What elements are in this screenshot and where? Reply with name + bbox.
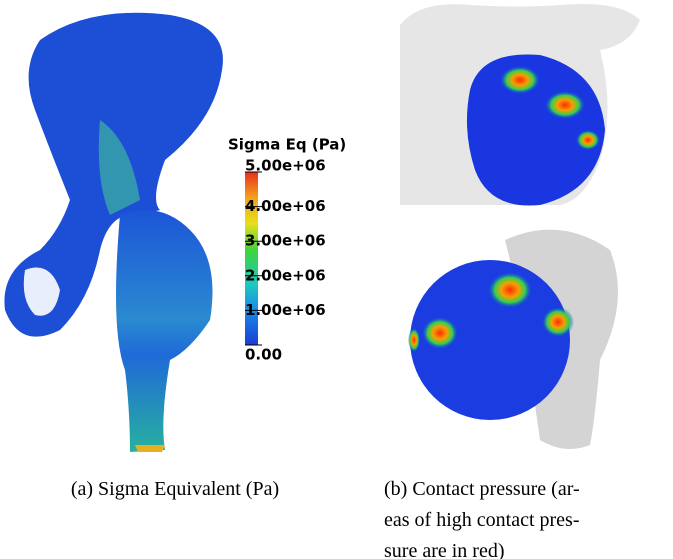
caption-a: (a) Sigma Equivalent (Pa) — [71, 478, 279, 500]
colorbar-title: Sigma Eq (Pa) — [228, 136, 346, 154]
caption-line: eas of high contact pres- — [384, 509, 579, 531]
figure: Sigma Eq (Pa) 5.00e+06 4.00e+06 3.00e+06 2.… — [0, 0, 673, 559]
bone-render — [4, 13, 222, 452]
caption-line: (b) Contact pressure (ar- — [384, 478, 580, 500]
tick-label: 0.00 — [245, 346, 282, 364]
tick-label: 1.00e+06 — [245, 301, 326, 319]
tick-label: 2.00e+06 — [245, 266, 326, 284]
socket-render — [400, 4, 640, 206]
tick-label: 5.00e+06 — [245, 157, 326, 175]
tick-label: 3.00e+06 — [245, 232, 326, 250]
caption-line: sure are in red) — [384, 540, 505, 559]
head-render — [408, 230, 618, 449]
tick-label: 4.00e+06 — [245, 197, 326, 215]
caption-b: (b) Contact pressure (ar-eas of high con… — [384, 478, 580, 559]
